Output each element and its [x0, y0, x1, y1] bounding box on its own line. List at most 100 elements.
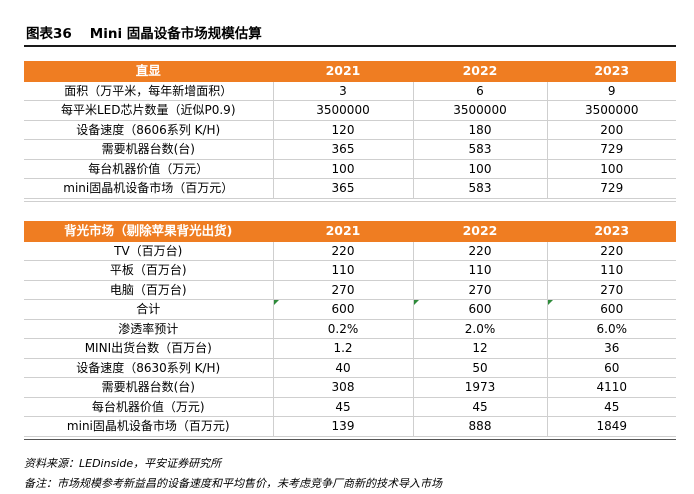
row-label: 电脑（百万台): [24, 279, 274, 300]
header-year: 2021: [272, 221, 414, 242]
bottom-rule: [24, 439, 676, 440]
figure-number: 图表36: [26, 26, 72, 42]
cell-value: 3: [272, 80, 414, 101]
cell-value: 180: [412, 119, 548, 140]
cell-value: 365: [272, 139, 414, 160]
cell-value: 60: [546, 357, 676, 378]
row-label: MINI出货台数（百万台): [24, 338, 274, 359]
figure-title-bar: 图表36 Mini 固晶设备市场规模估算: [24, 25, 676, 47]
cell-value: 4110: [546, 377, 676, 398]
table-row: 每台机器价值（万元) 45 45 45: [24, 396, 676, 417]
row-label: 需要机器台数(台): [24, 377, 274, 398]
row-label: 每平米LED芯片数量（近似P0.9): [24, 100, 274, 121]
table-row: TV（百万台) 220 220 220: [24, 240, 676, 261]
row-label: 每台机器价值（万元）: [24, 158, 274, 179]
cell-value: 2.0%: [412, 318, 548, 339]
row-label: mini固晶机设备市场（百万元): [24, 416, 274, 437]
cell-value: 0.2%: [272, 318, 414, 339]
cell-value: 3500000: [272, 100, 414, 121]
table-spacer: [24, 201, 676, 222]
cell-value: 100: [272, 158, 414, 179]
table-row: 渗透率预计 0.2% 2.0% 6.0%: [24, 318, 676, 339]
cell-value: 100: [412, 158, 548, 179]
table-row: mini固晶机设备市场（百万元） 365 583 729: [24, 178, 676, 199]
cell-value: 9: [546, 80, 676, 101]
cell-value: 270: [272, 279, 414, 300]
row-label: 需要机器台数(台): [24, 139, 274, 160]
figure-title-text: Mini 固晶设备市场规模估算: [89, 26, 262, 42]
table-row: 每平米LED芯片数量（近似P0.9) 3500000 3500000 3500000: [24, 100, 676, 121]
cell-value: 100: [546, 158, 676, 179]
cell-value: 365: [272, 178, 414, 199]
cell-value: 270: [412, 279, 548, 300]
cell-value: 36: [546, 338, 676, 359]
cell-value: 729: [546, 139, 676, 160]
header-year: 2023: [546, 61, 676, 82]
table-row: 每台机器价值（万元） 100 100 100: [24, 158, 676, 179]
cell-value: 3500000: [412, 100, 548, 121]
cell-value: 50: [412, 357, 548, 378]
cell-value: 120: [272, 119, 414, 140]
figure-title: 图表36 Mini 固晶设备市场规模估算: [26, 25, 262, 43]
table-header-row: 直显 2021 2022 2023: [24, 61, 676, 82]
table-header-row: 背光市场（剔除苹果背光出货) 2021 2022 2023: [24, 221, 676, 242]
header-category: 直显: [24, 61, 274, 82]
cell-value: 139: [272, 416, 414, 437]
row-label: 设备速度（8606系列 K/H): [24, 119, 274, 140]
row-label: mini固晶机设备市场（百万元）: [24, 178, 274, 199]
cell-value: 583: [412, 139, 548, 160]
cell-value: 45: [412, 396, 548, 417]
table-row: mini固晶机设备市场（百万元) 139 888 1849: [24, 416, 676, 437]
table-row: 电脑（百万台) 270 270 270: [24, 279, 676, 300]
cell-value: 600: [272, 299, 414, 320]
header-year: 2021: [272, 61, 414, 82]
table-row: 面积（万平米，每年新增面积） 3 6 9: [24, 80, 676, 101]
cell-value: 220: [272, 240, 414, 261]
row-label: 平板（百万台): [24, 260, 274, 281]
row-label: 合计: [24, 299, 274, 320]
cell-value: 308: [272, 377, 414, 398]
cell-value: 110: [412, 260, 548, 281]
table-row: 设备速度（8606系列 K/H) 120 180 200: [24, 119, 676, 140]
cell-value: 1.2: [272, 338, 414, 359]
cell-value: 110: [546, 260, 676, 281]
table-row: 需要机器台数(台) 365 583 729: [24, 139, 676, 160]
header-year: 2023: [546, 221, 676, 242]
cell-value: 110: [272, 260, 414, 281]
cell-value: 45: [546, 396, 676, 417]
cell-value: 270: [546, 279, 676, 300]
cell-value: 729: [546, 178, 676, 199]
cell-value: 6.0%: [546, 318, 676, 339]
cell-value: 45: [272, 396, 414, 417]
cell-value: 1849: [546, 416, 676, 437]
row-label: 设备速度（8630系列 K/H): [24, 357, 274, 378]
row-label: 每台机器价值（万元): [24, 396, 274, 417]
source-note: 资料来源：LEDinside，平安证券研究所: [24, 457, 222, 470]
header-category: 背光市场（剔除苹果背光出货): [24, 221, 274, 242]
cell-value: 600: [546, 299, 676, 320]
header-year: 2022: [412, 61, 548, 82]
cell-value: 40: [272, 357, 414, 378]
table-row: 设备速度（8630系列 K/H) 40 50 60: [24, 357, 676, 378]
header-year: 2022: [412, 221, 548, 242]
table-row: 合计 600 600 600: [24, 299, 676, 320]
row-label: 渗透率预计: [24, 318, 274, 339]
table-row: 平板（百万台) 110 110 110: [24, 260, 676, 281]
backlight-market-table: 背光市场（剔除苹果背光出货) 2021 2022 2023 TV（百万台) 220 220 2…: [24, 221, 676, 437]
cell-value: 12: [412, 338, 548, 359]
cell-value: 3500000: [546, 100, 676, 121]
remark-note: 备注：市场规模参考新益昌的设备速度和平均售价，未考虑竞争厂商新的技术导入市场: [24, 477, 442, 490]
table-row: 需要机器台数(台) 308 1973 4110: [24, 377, 676, 398]
cell-value: 220: [412, 240, 548, 261]
cell-value: 1973: [412, 377, 548, 398]
direct-display-table: 直显 2021 2022 2023 面积（万平米，每年新增面积） 3 6 9 每平米LED芯片数…: [24, 61, 676, 199]
cell-value: 583: [412, 178, 548, 199]
table-row: MINI出货台数（百万台) 1.2 12 36: [24, 338, 676, 359]
cell-value: 6: [412, 80, 548, 101]
cell-value: 200: [546, 119, 676, 140]
row-label: 面积（万平米，每年新增面积）: [24, 80, 274, 101]
cell-value: 220: [546, 240, 676, 261]
cell-value: 600: [412, 299, 548, 320]
cell-value: 888: [412, 416, 548, 437]
row-label: TV（百万台): [24, 240, 274, 261]
